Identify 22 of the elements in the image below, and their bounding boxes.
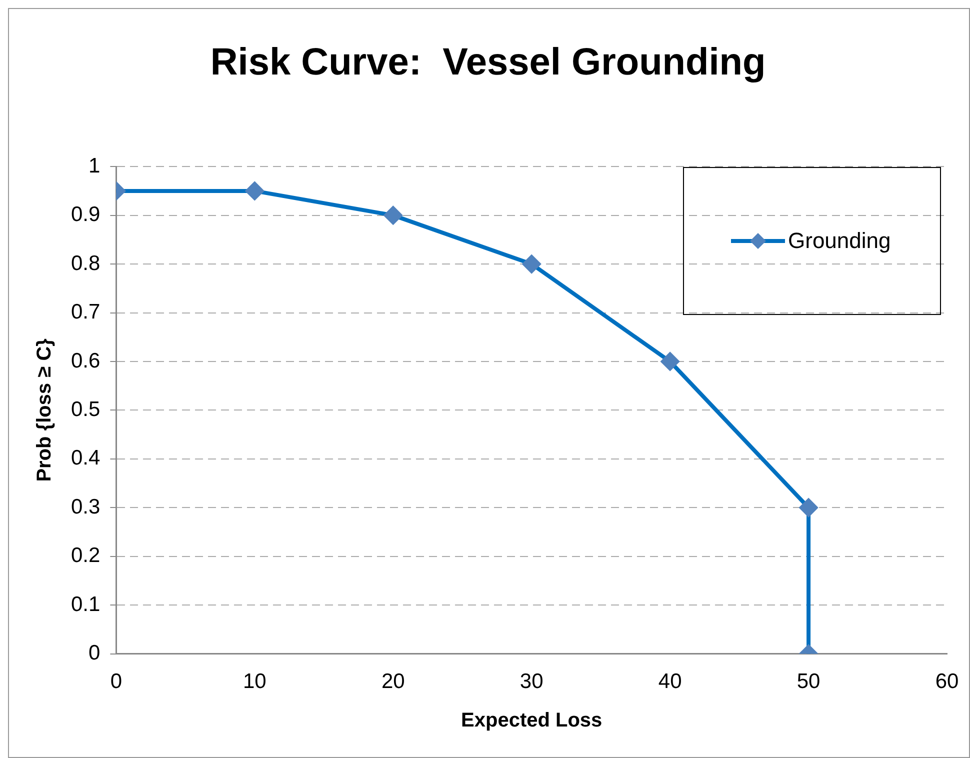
y-tick-label: 0.9 (70, 203, 100, 226)
y-tick-label: 0.8 (70, 252, 100, 275)
y-tick-label: 0 (88, 642, 100, 665)
y-tick-label: 0.1 (70, 592, 100, 616)
y-tick-label: 0.4 (70, 446, 101, 470)
x-axis-title: Expected Loss (461, 710, 602, 732)
y-tick-label: 0.5 (70, 398, 100, 421)
x-tick-label: 40 (658, 670, 682, 694)
chart-title: Risk Curve: Vessel Grounding (210, 41, 766, 84)
y-axis-title: Prob {loss ≥ C} (34, 338, 56, 482)
x-tick-label: 10 (242, 670, 266, 694)
x-tick-label: 0 (110, 670, 122, 694)
y-tick-label: 0.6 (70, 349, 100, 372)
y-tick-label: 0.2 (70, 544, 100, 568)
x-tick-label: 60 (935, 670, 959, 694)
legend-label: Grounding (788, 228, 891, 254)
y-tick-label: 1 (88, 154, 100, 178)
x-tick-label: 30 (520, 670, 544, 694)
x-tick-label: 20 (381, 670, 405, 694)
x-tick-label: 50 (796, 670, 820, 694)
y-tick-label: 0.7 (70, 300, 100, 324)
y-tick-label: 0.3 (70, 495, 100, 518)
